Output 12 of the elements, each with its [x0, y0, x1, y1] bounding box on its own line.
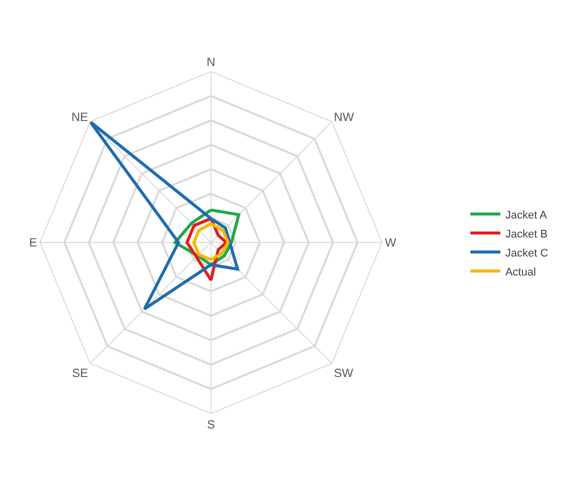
spoke-label: N	[206, 55, 216, 70]
spoke-label: S	[206, 417, 215, 432]
legend-label: Jacket B	[505, 228, 548, 240]
spoke-label: W	[384, 236, 397, 250]
legend-label: Actual	[505, 266, 536, 278]
spoke-label: NE	[71, 110, 88, 124]
legend-label: Jacket C	[505, 247, 548, 260]
spoke-label: E	[29, 236, 38, 250]
spoke-label: NW	[334, 110, 355, 124]
spoke-label: SE	[72, 366, 88, 380]
legend-label: Jacket A	[505, 209, 548, 222]
spoke-label: SW	[334, 366, 354, 380]
